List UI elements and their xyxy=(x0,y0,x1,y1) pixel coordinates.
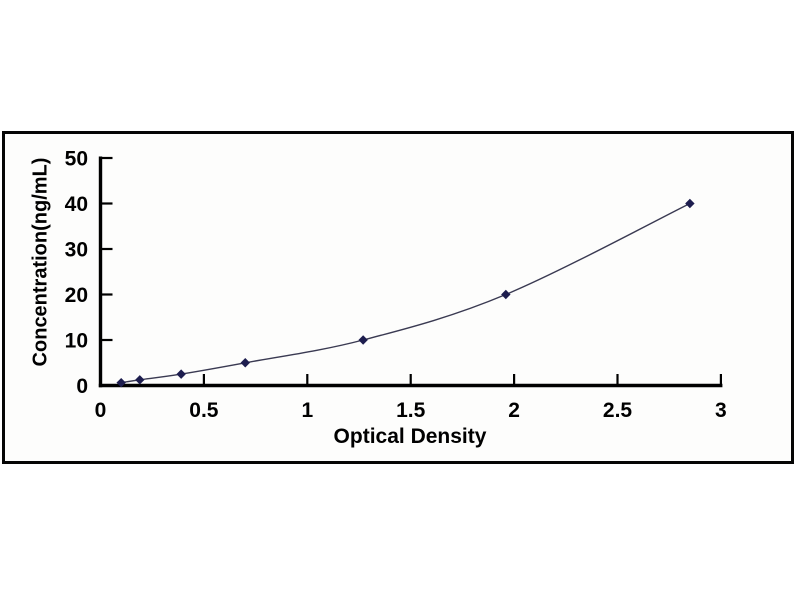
standard-curve-line xyxy=(121,202,691,384)
y-tick-label: 40 xyxy=(65,193,88,216)
x-tick-label: 1.5 xyxy=(396,399,426,422)
data-point-marker xyxy=(501,289,511,300)
x-tick-label: 2 xyxy=(508,399,520,422)
x-tick-label: 2.5 xyxy=(603,399,633,422)
data-point-marker xyxy=(240,358,250,368)
data-point-marker xyxy=(116,377,126,388)
y-tick-label: 0 xyxy=(76,375,88,398)
y-tick-label: 50 xyxy=(65,148,88,171)
data-point-marker xyxy=(135,375,145,385)
x-axis-title: Optical Density xyxy=(333,425,487,448)
y-tick-label: 30 xyxy=(65,239,88,262)
y-tick-label: 10 xyxy=(65,330,88,353)
x-tick-label: 0 xyxy=(95,399,107,422)
data-point-marker xyxy=(176,369,186,379)
x-tick-label: 1 xyxy=(301,399,313,422)
y-tick-label: 20 xyxy=(65,284,88,307)
x-tick-label: 3 xyxy=(715,399,727,422)
data-point-marker xyxy=(358,335,368,345)
data-point-marker xyxy=(685,198,695,209)
chart-frame xyxy=(2,131,794,464)
x-tick-label: 0.5 xyxy=(189,399,219,422)
y-axis-title: Concentration(ng/mL) xyxy=(29,157,52,367)
